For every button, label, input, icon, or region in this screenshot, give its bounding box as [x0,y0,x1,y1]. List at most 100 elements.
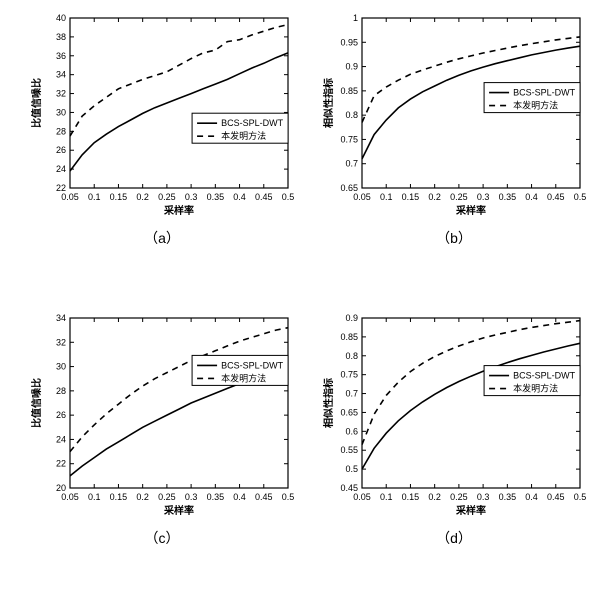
x-tick-label: 0.45 [547,192,565,202]
y-tick-label: 0.7 [345,159,358,169]
y-tick-label: 32 [56,337,66,347]
x-tick-label: 0.35 [499,492,517,502]
y-tick-label: 26 [56,410,66,420]
chart-panel-c: 0.05 0.1 0.15 0.2 0.25 0.3 0.35 0.4 0.45 0.5 20 22 2… [28,310,296,520]
chart-panel-d: 0.05 0.1 0.15 0.2 0.25 0.3 0.35 0.4 0.45 0.5 0.45 0… [320,310,588,520]
x-axis-label: 采样率 [163,204,194,217]
x-tick-label: 0.05 [353,192,371,202]
x-tick-label: 0.25 [158,492,176,502]
x-tick-label: 0.35 [499,192,517,202]
x-tick-label: 0.15 [110,492,128,502]
x-tick-label: 0.4 [525,492,538,502]
x-axis-label: 采样率 [455,204,486,217]
y-tick-label: 0.9 [345,62,358,72]
legend-label: BCS-SPL-DWT [513,88,576,98]
legend-label: BCS-SPL-DWT [513,371,576,381]
y-axis-label: 相似性指标 [322,78,335,128]
x-tick-label: 0.15 [402,492,420,502]
x-tick-label: 0.2 [428,492,441,502]
x-tick-label: 0.05 [61,192,79,202]
y-tick-label: 30 [56,107,66,117]
x-tick-label: 0.4 [525,192,538,202]
x-tick-label: 0.4 [233,192,246,202]
x-tick-label: 0.1 [88,192,101,202]
y-tick-label: 0.75 [340,134,358,144]
y-tick-label: 0.65 [340,183,358,193]
y-tick-label: 0.65 [340,407,358,417]
y-tick-label: 0.75 [340,370,358,380]
y-tick-label: 0.55 [340,445,358,455]
y-tick-label: 30 [56,362,66,372]
y-axis-label: 比值信噪比 [30,78,43,128]
x-tick-label: 0.4 [233,492,246,502]
x-tick-label: 0.35 [207,192,225,202]
y-tick-label: 24 [56,434,66,444]
y-tick-label: 36 [56,51,66,61]
x-tick-label: 0.25 [450,192,468,202]
panel-caption-d: （d） [320,528,588,548]
x-tick-label: 0.25 [158,192,176,202]
y-tick-label: 0.8 [345,110,358,120]
y-tick-label: 28 [56,126,66,136]
legend-label: 本发明方法 [221,130,266,141]
y-tick-label: 32 [56,89,66,99]
y-tick-label: 0.85 [340,332,358,342]
x-tick-label: 0.45 [547,492,565,502]
legend-label: 本发明方法 [513,383,558,394]
chart-panel-a: 0.050.10.150.20.250.30.350.40.450.522242… [28,10,296,220]
x-tick-label: 0.5 [282,192,295,202]
y-tick-label: 34 [56,313,66,323]
x-tick-label: 0.1 [88,492,101,502]
y-tick-label: 0.9 [345,313,358,323]
x-tick-label: 0.5 [574,492,587,502]
y-tick-label: 0.45 [340,483,358,493]
legend-label: BCS-SPL-DWT [221,360,284,370]
y-tick-label: 24 [56,164,66,174]
y-tick-label: 0.6 [345,426,358,436]
x-tick-label: 0.3 [477,192,490,202]
plot-box [70,18,288,188]
x-tick-label: 0.1 [380,492,393,502]
x-tick-label: 0.1 [380,192,393,202]
y-tick-label: 34 [56,70,66,80]
x-tick-label: 0.3 [185,192,198,202]
x-tick-label: 0.2 [136,492,149,502]
y-axis-label: 比值信噪比 [30,378,43,428]
y-tick-label: 38 [56,32,66,42]
y-tick-label: 0.95 [340,37,358,47]
x-tick-label: 0.45 [255,492,273,502]
y-tick-label: 40 [56,13,66,23]
legend-label: 本发明方法 [513,100,558,111]
x-tick-label: 0.5 [282,492,295,502]
plot-box [70,318,288,488]
x-tick-label: 0.05 [353,492,371,502]
chart-a: 0.050.10.150.20.250.30.350.40.450.522242… [28,10,296,220]
x-tick-label: 0.05 [61,492,79,502]
y-tick-label: 1 [353,13,358,23]
x-tick-label: 0.3 [477,492,490,502]
x-tick-label: 0.2 [428,192,441,202]
y-tick-label: 22 [56,459,66,469]
plot-box [362,318,580,488]
chart-c: 0.05 0.1 0.15 0.2 0.25 0.3 0.35 0.4 0.45 0.5 20 22 2… [28,310,296,520]
legend-label: 本发明方法 [221,372,266,383]
y-tick-label: 20 [56,483,66,493]
x-tick-label: 0.3 [185,492,198,502]
y-tick-label: 0.5 [345,464,358,474]
x-tick-label: 0.15 [402,192,420,202]
y-tick-label: 26 [56,145,66,155]
y-tick-label: 28 [56,386,66,396]
x-tick-label: 0.5 [574,192,587,202]
y-axis-label: 相似性指标 [322,378,335,428]
panel-caption-a: （a） [28,228,296,248]
x-axis-label: 采样率 [163,504,194,517]
x-tick-label: 0.45 [255,192,273,202]
panel-caption-c: （c） [28,528,296,548]
x-axis-label: 采样率 [455,504,486,517]
x-tick-label: 0.35 [207,492,225,502]
x-tick-label: 0.25 [450,492,468,502]
y-tick-label: 0.8 [345,351,358,361]
panel-caption-b: （b） [320,228,588,248]
chart-b: 0.05 0.1 0.15 0.2 0.25 0.3 0.35 0.4 0.45 0.5 0.65 0… [320,10,588,220]
y-tick-label: 0.85 [340,86,358,96]
